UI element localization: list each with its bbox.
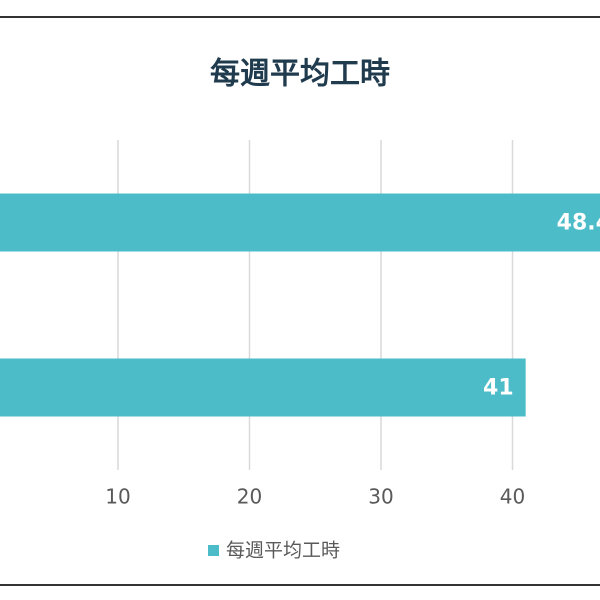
bar [0,358,526,417]
chart-title: 每週平均工時 [210,57,390,92]
x-tick-label: 20 [237,485,262,509]
data-label: 48.4 [557,211,600,236]
x-tick-label: 40 [500,485,525,509]
data-label: 41 [483,376,514,401]
legend-label: 每週平均工時 [226,540,340,562]
x-tick-label: 10 [105,485,130,509]
bar [0,193,600,252]
x-tick-label: 30 [368,485,393,509]
legend-swatch [208,545,219,556]
